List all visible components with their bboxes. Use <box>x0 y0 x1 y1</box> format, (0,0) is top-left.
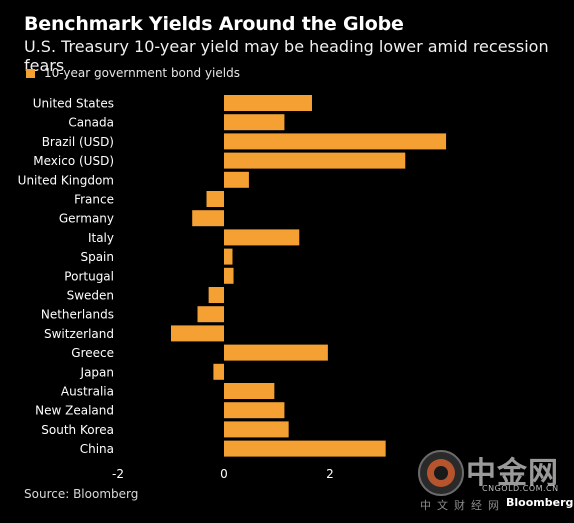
bar <box>224 133 447 150</box>
category-label: Portugal <box>64 269 114 283</box>
watermark-logo-text: 中金网 <box>466 456 559 491</box>
x-tick-label: 0 <box>220 467 228 481</box>
bar <box>224 248 233 265</box>
category-label: Switzerland <box>44 327 114 341</box>
category-label: Australia <box>61 385 114 399</box>
category-label: Mexico (USD) <box>33 154 114 168</box>
category-label: China <box>80 442 114 456</box>
category-label: Greece <box>71 346 114 360</box>
bar <box>171 325 224 342</box>
watermark: 中金网 CNGOLD.COM.CN 中文财经网 Bloomberg <box>414 446 574 520</box>
bar <box>192 210 224 227</box>
category-label: Canada <box>68 116 114 130</box>
category-label: Germany <box>59 212 114 226</box>
legend: 10-year government bond yields <box>26 66 240 80</box>
category-label: Japan <box>80 365 114 379</box>
x-tick-label: -2 <box>112 467 124 481</box>
category-label: Sweden <box>67 289 114 303</box>
source-note: Source: Bloomberg <box>24 487 139 501</box>
cngold-logo-icon <box>418 450 464 496</box>
bar <box>197 306 224 323</box>
bar <box>206 191 224 207</box>
category-label: United Kingdom <box>18 173 114 187</box>
category-label: Spain <box>80 250 114 264</box>
bar <box>224 267 234 284</box>
legend-label: 10-year government bond yields <box>44 66 240 80</box>
bar <box>224 152 406 169</box>
category-label: South Korea <box>41 423 114 437</box>
bar <box>224 440 386 457</box>
bar <box>224 229 300 246</box>
bar <box>224 95 312 111</box>
bar <box>224 344 328 361</box>
bar <box>224 171 249 188</box>
x-tick-label: 2 <box>326 467 334 481</box>
watermark-domain: CNGOLD.COM.CN <box>482 484 559 493</box>
category-label: Netherlands <box>41 308 114 322</box>
legend-swatch <box>26 68 35 78</box>
bar <box>224 114 285 131</box>
chart-title: Benchmark Yields Around the Globe <box>24 13 404 35</box>
category-label: Italy <box>88 231 114 245</box>
watermark-subtitle: 中文财经网 <box>420 499 505 512</box>
bar <box>224 421 289 438</box>
bar <box>224 383 275 399</box>
category-label: France <box>74 193 114 207</box>
category-label: New Zealand <box>35 404 114 418</box>
bar <box>213 363 224 380</box>
bar <box>224 402 285 419</box>
bar <box>208 287 224 303</box>
category-label: Brazil (USD) <box>42 135 114 149</box>
category-label: United States <box>33 97 114 111</box>
watermark-brand: Bloomberg <box>506 496 574 509</box>
